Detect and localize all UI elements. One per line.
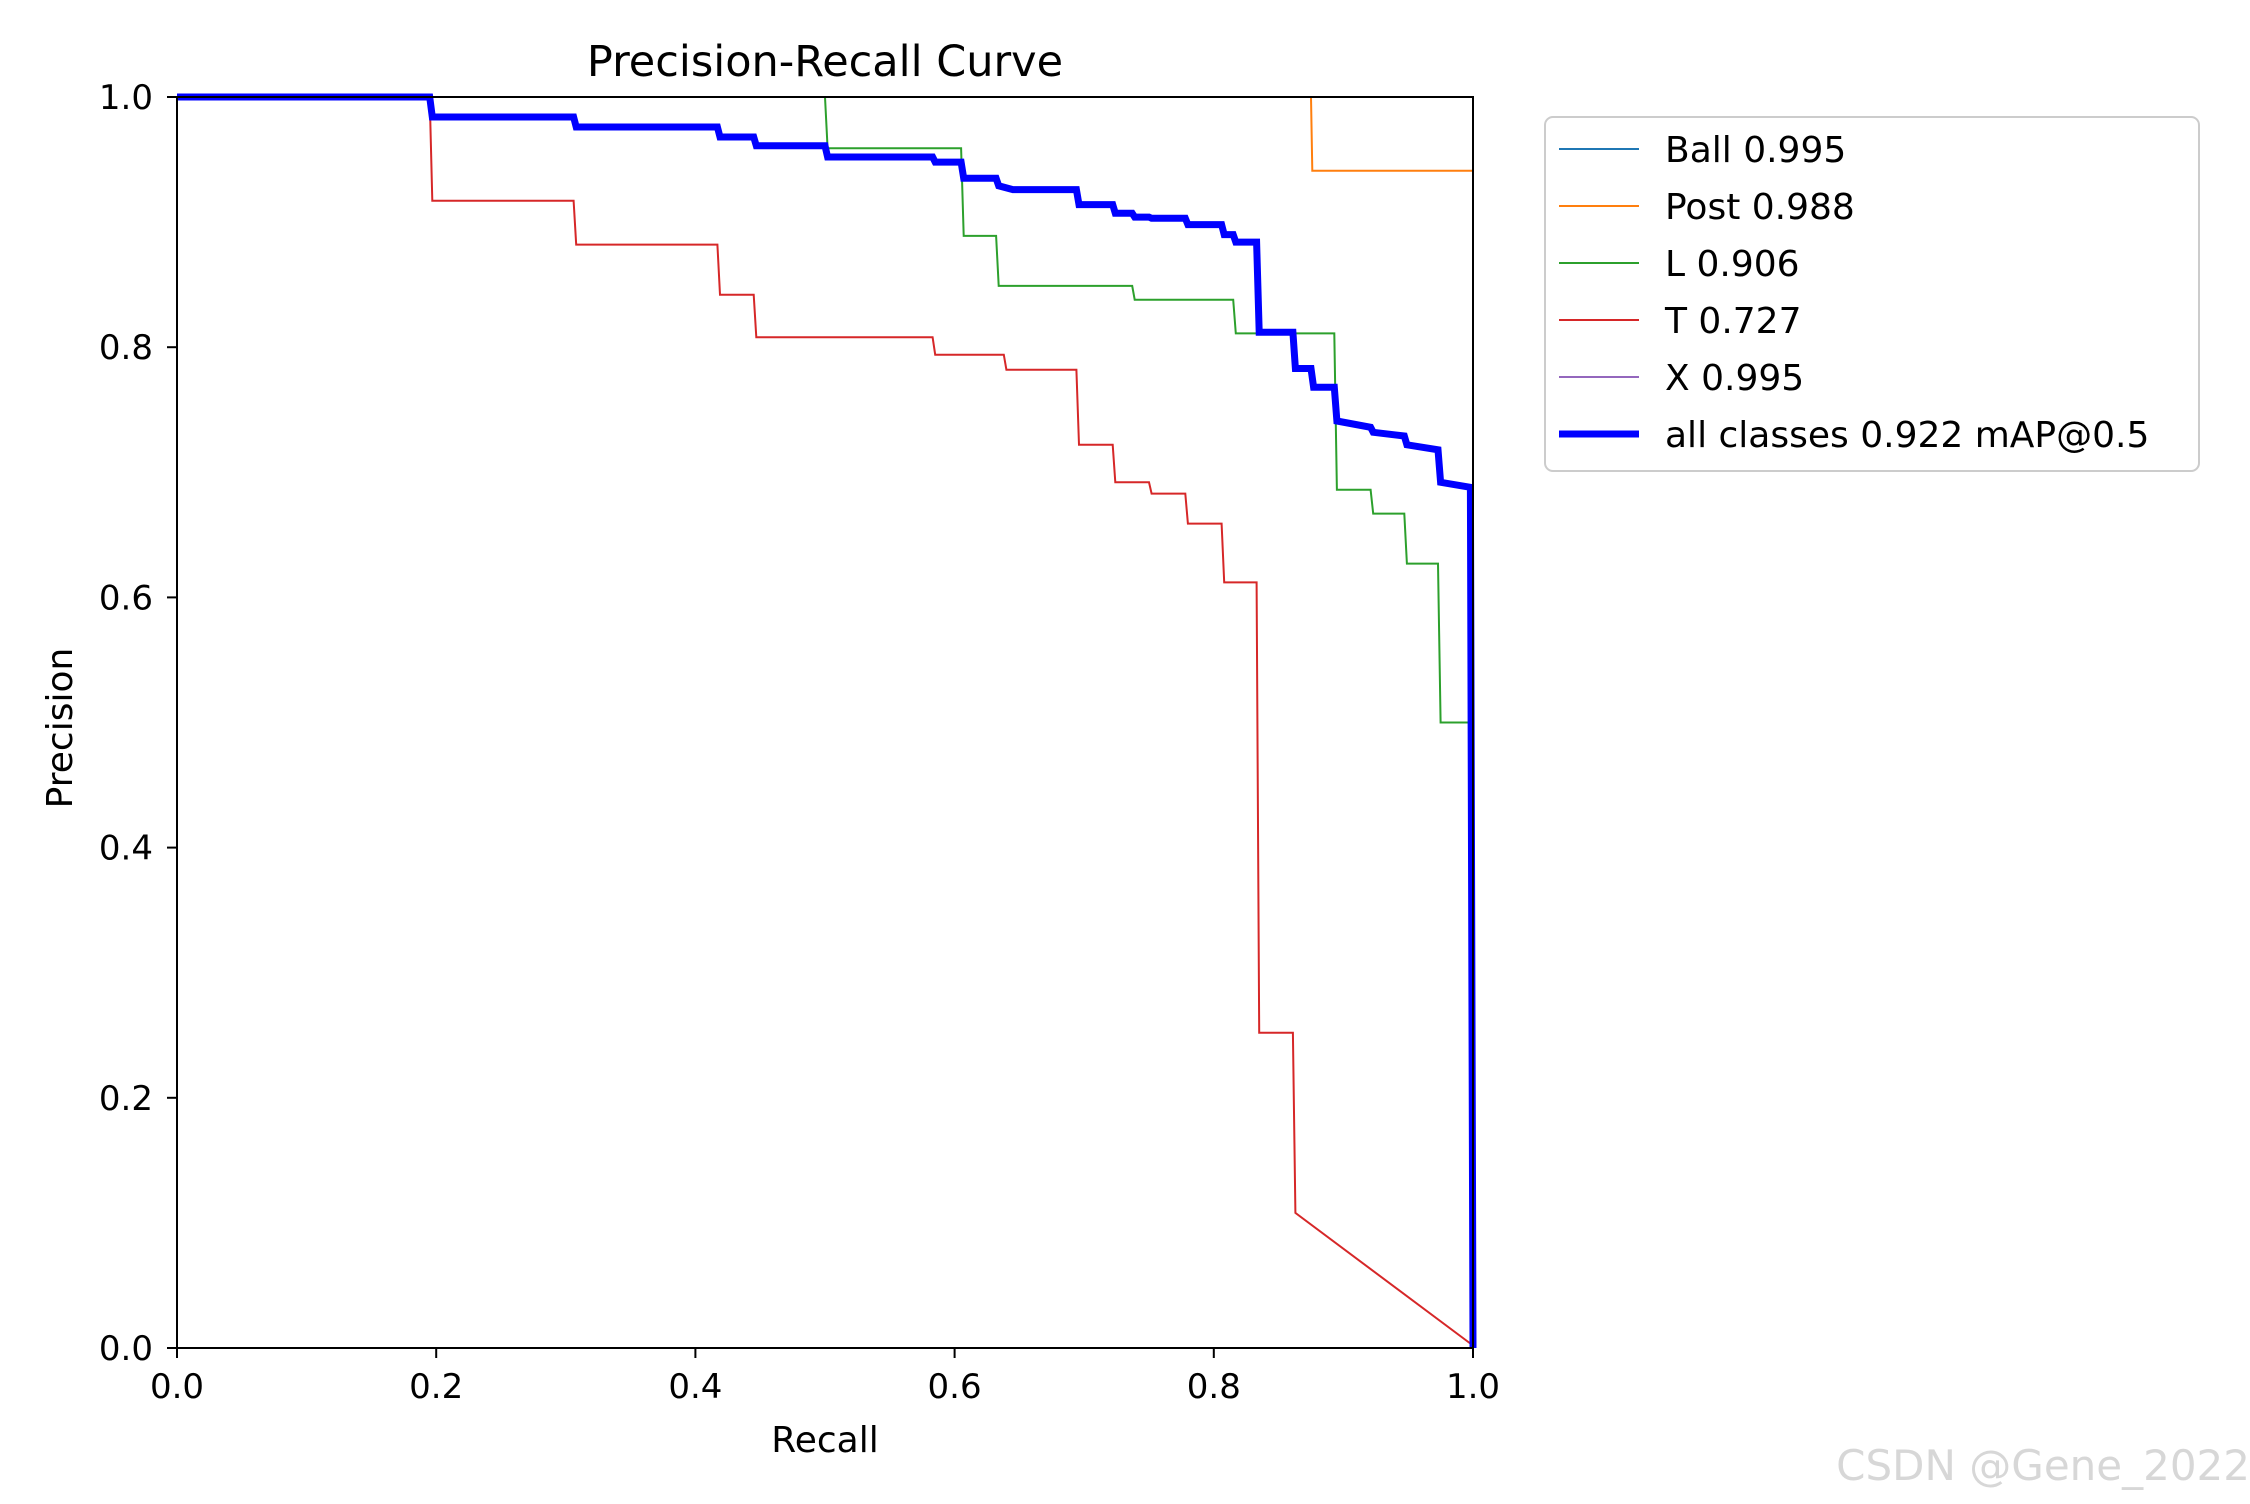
series-line-4 (177, 96, 1474, 1348)
legend-label: L 0.906 (1665, 244, 1800, 285)
legend-label: X 0.995 (1665, 358, 1804, 399)
y-axis-label: Precision (40, 648, 81, 809)
x-tick-label: 0.6 (928, 1367, 982, 1407)
series-line-2 (177, 96, 1474, 1349)
plot-frame (176, 96, 1474, 1349)
y-tick-label: 0.4 (99, 829, 153, 869)
x-tick-label: 0.2 (409, 1367, 463, 1407)
x-tick-label: 0.4 (668, 1367, 722, 1407)
legend-box (1544, 116, 2200, 472)
chart-title: Precision-Recall Curve (587, 37, 1063, 87)
series-line-3 (177, 96, 1474, 1347)
x-tick-label: 0.0 (150, 1367, 204, 1407)
plot-lines (177, 93, 1477, 1349)
x-axis-label: Recall (771, 1420, 878, 1461)
x-tick-label: 1.0 (1446, 1367, 1500, 1407)
series-line-1 (177, 96, 1474, 1348)
y-tick-label: 0.6 (99, 578, 153, 618)
y-tick-label: 0.2 (99, 1079, 153, 1119)
series-line-0 (177, 96, 1474, 1348)
y-tick-label: 1.0 (99, 78, 153, 118)
legend-label: all classes 0.922 mAP@0.5 (1665, 415, 2149, 456)
watermark: CSDN @Gene_2022 (1836, 1441, 2250, 1490)
legend-label: Ball 0.995 (1665, 130, 1846, 171)
legend-label: Post 0.988 (1665, 187, 1855, 228)
legend: Ball 0.995 Post 0.988 L 0.906 T 0.727 X 0.99… (1544, 116, 2200, 472)
y-tick-label: 0.8 (99, 328, 153, 368)
series-line-5 (177, 93, 1477, 1349)
x-tick-label: 0.8 (1187, 1367, 1241, 1407)
legend-label: T 0.727 (1664, 301, 1802, 342)
y-tick-label: 0.0 (99, 1329, 153, 1369)
axis-ticks: 0.0 0.2 0.4 0.6 0.8 1.0 0.0 0.2 0.4 0.6 0.8 1.0 (99, 78, 1500, 1407)
